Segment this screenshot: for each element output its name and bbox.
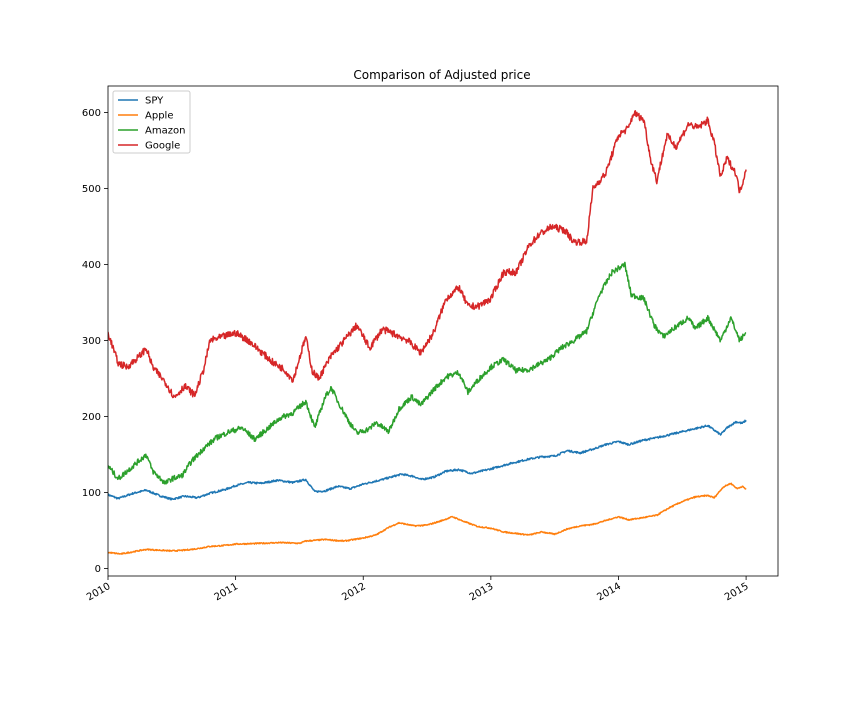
y-tick-label: 0 [95, 564, 101, 575]
legend: SPY Apple Amazon Google [112, 90, 191, 154]
legend-label-amazon: Amazon [145, 126, 185, 137]
series-line-apple [108, 482, 747, 555]
legend-label-google: Google [145, 141, 180, 152]
series-line-spy [108, 419, 747, 501]
y-tick-label: 100 [82, 488, 101, 499]
y-tick-label: 600 [82, 108, 101, 119]
y-tick-label: 500 [82, 184, 101, 195]
axes-frame [107, 85, 779, 577]
series-line-amazon [108, 261, 747, 485]
y-tick-label: 400 [82, 260, 101, 271]
y-tick-label: 200 [82, 412, 101, 423]
legend-frame [112, 90, 191, 154]
series-line-google [108, 110, 747, 399]
chart-title: Comparison of Adjusted price [353, 68, 530, 82]
legend-label-apple: Apple [145, 111, 173, 122]
legend-label-spy: SPY [145, 96, 164, 107]
y-tick-label: 300 [82, 336, 101, 347]
